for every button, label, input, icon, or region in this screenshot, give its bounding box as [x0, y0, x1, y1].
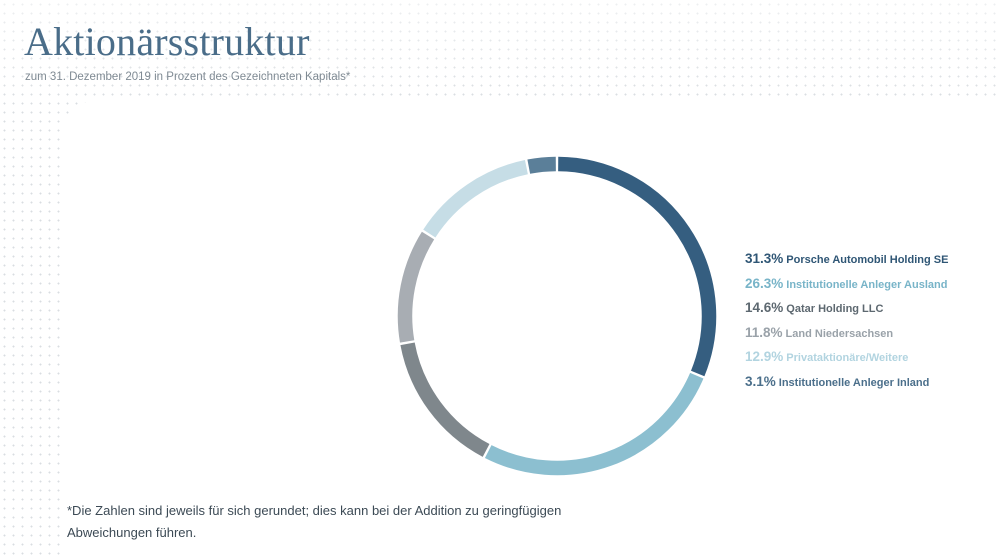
- legend-value: 3.1%: [745, 373, 776, 389]
- legend-value: 12.9%: [745, 349, 784, 365]
- header-dot-band: [0, 0, 1000, 100]
- donut-slice-2: [484, 372, 704, 476]
- content-panel: [60, 100, 1000, 558]
- legend-label: Porsche Automobil Holding SE: [786, 254, 949, 266]
- legend-item: 3.1% Institutionelle Anleger Inland: [745, 370, 948, 395]
- legend-value: 26.3%: [745, 275, 784, 291]
- donut-slice-6: [527, 156, 557, 174]
- legend-item: 26.3% Institutionelle Anleger Ausland: [745, 272, 948, 297]
- legend-label: Institutionelle Anleger Inland: [778, 376, 930, 389]
- footnote-line-1: *Die Zahlen sind jeweils für sich gerund…: [67, 503, 562, 518]
- page-subtitle: zum 31. Dezember 2019 in Prozent des Gez…: [25, 71, 351, 83]
- chart-legend: 31.3% Porsche Automobil Holding SE 26.3% In…: [745, 247, 948, 395]
- legend-item: 31.3% Porsche Automobil Holding SE: [745, 247, 948, 272]
- donut-slice-5: [423, 160, 528, 238]
- legend-label: Privataktionäre/Weitere: [786, 352, 909, 365]
- donut-slice-1: [558, 156, 717, 377]
- legend-label: Land Niedersachsen: [785, 327, 894, 340]
- legend-label: Institutionelle Anleger Ausland: [786, 278, 948, 291]
- donut-slice-3: [400, 342, 490, 457]
- legend-item: 14.6% Qatar Holding LLC: [745, 296, 948, 321]
- legend-value: 11.8%: [745, 324, 783, 340]
- legend-label: Qatar Holding LLC: [786, 303, 884, 316]
- footnote-line-2: Abweichungen führen.: [67, 525, 197, 540]
- legend-item: 12.9% Privataktionäre/Weitere: [745, 345, 948, 370]
- legend-value: 14.6%: [745, 300, 784, 316]
- donut-slice-4: [397, 231, 435, 343]
- page-title: Aktionärsstruktur: [24, 19, 310, 64]
- legend-value: 31.3%: [745, 251, 784, 266]
- legend-item: 11.8% Land Niedersachsen: [745, 321, 948, 346]
- footnote: *Die Zahlen sind jeweils für sich gerund…: [67, 500, 667, 544]
